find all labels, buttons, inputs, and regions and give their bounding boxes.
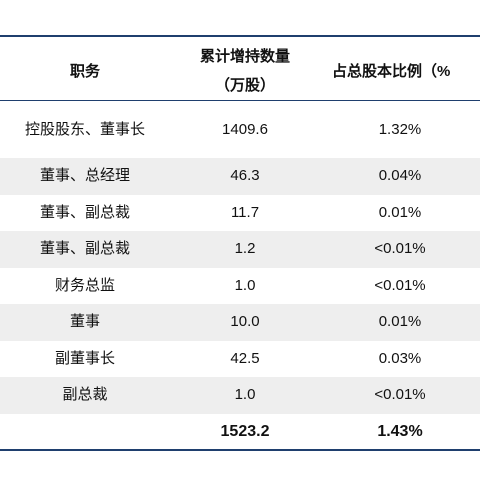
cell-ratio: <0.01% [374, 276, 426, 294]
table-row: 副总裁 1.0 <0.01% [0, 377, 480, 414]
cell-position: 副董事长 [54, 349, 115, 367]
header-position: 职务 [69, 63, 100, 80]
table-row: 董事、副总裁 1.2 <0.01% [0, 231, 480, 268]
total-row: 1523.2 1.43% [0, 414, 480, 451]
cell-shares: 1.0 [234, 386, 256, 403]
table-row: 副董事长 42.5 0.03% [0, 341, 480, 378]
cell-shares: 1.2 [234, 240, 256, 257]
cell-position: 董事、总经理 [39, 167, 130, 184]
cell-position: 董事、副总裁 [39, 203, 130, 221]
cell-shares: 46.3 [230, 167, 260, 184]
header-shares-line1: 累计增持数量 [199, 48, 290, 65]
cell-ratio: 0.03% [378, 349, 422, 367]
cell-shares: 42.5 [230, 349, 260, 367]
table-row: 董事、副总裁 11.7 0.01% [0, 195, 480, 232]
top-rule [0, 35, 480, 37]
cell-ratio: 0.04% [378, 167, 422, 184]
table-row: 董事、总经理 46.3 0.04% [0, 158, 480, 195]
table-header: 职务 累计增持数量 （万股） 占总股本比例（% [0, 37, 480, 100]
header-shares-line2: （万股） [214, 77, 275, 94]
table-body: 控股股东、董事长 1409.6 1.32% 董事、总经理 46.3 0.04% … [0, 101, 480, 450]
total-shares: 1523.2 [220, 422, 270, 440]
cell-shares: 11.7 [230, 203, 260, 221]
cell-ratio: <0.01% [374, 386, 426, 403]
total-position [0, 414, 170, 451]
table-row: 财务总监 1.0 <0.01% [0, 268, 480, 305]
cell-position: 董事 [69, 313, 100, 330]
cell-ratio: 0.01% [378, 203, 422, 221]
header-ratio: 占总股本比例（% [332, 63, 451, 80]
cell-ratio: 1.32% [378, 121, 422, 138]
cell-shares: 1.0 [234, 276, 256, 294]
cell-shares: 1409.6 [222, 121, 268, 138]
cell-ratio: 0.01% [378, 313, 422, 330]
bottom-rule [0, 449, 480, 451]
cell-position: 控股股东、董事长 [24, 121, 145, 138]
cell-shares: 10.0 [230, 313, 260, 330]
table-row: 董事 10.0 0.01% [0, 304, 480, 341]
table-row: 控股股东、董事长 1409.6 1.32% [0, 101, 480, 158]
cell-position: 副总裁 [62, 386, 108, 403]
total-ratio: 1.43% [377, 422, 423, 440]
cell-ratio: <0.01% [374, 240, 426, 257]
cell-position: 董事、副总裁 [39, 240, 130, 257]
cell-position: 财务总监 [54, 276, 115, 294]
header-rule [0, 100, 480, 101]
